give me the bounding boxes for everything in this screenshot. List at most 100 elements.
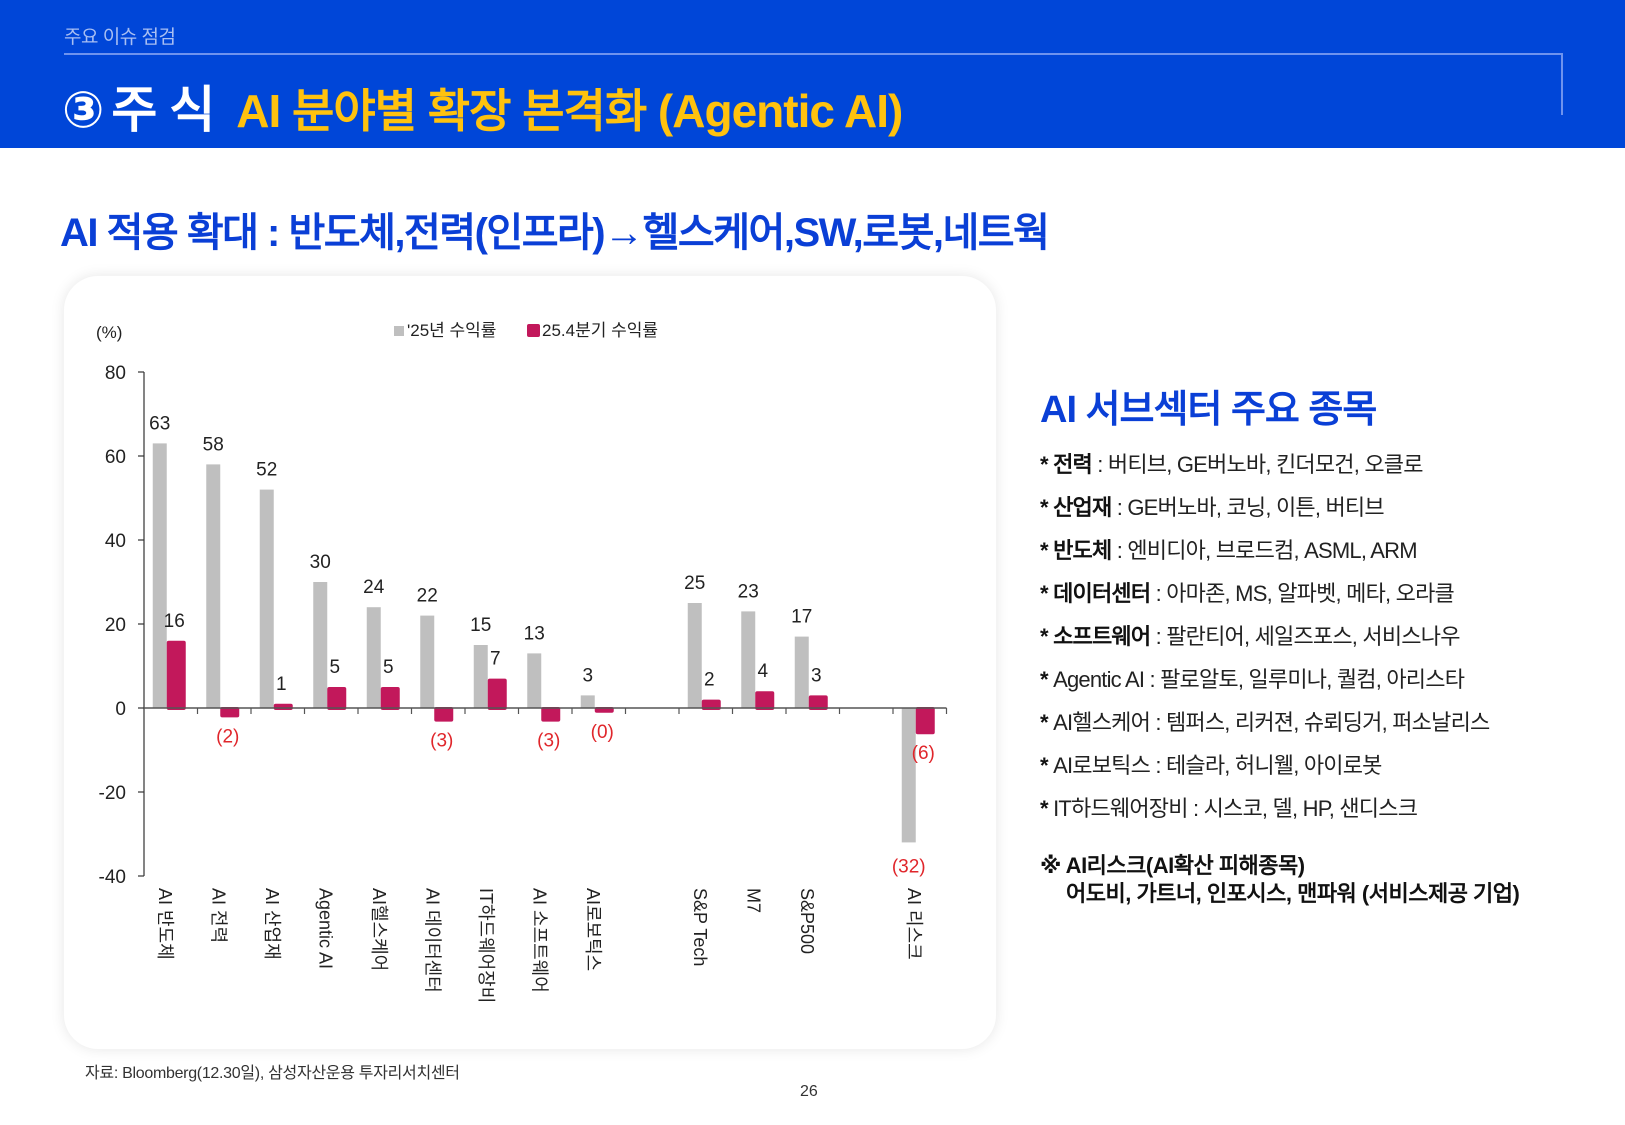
bar-2025-return — [580, 695, 595, 708]
bar-q4-return — [166, 640, 186, 710]
bullet-star: * — [1040, 624, 1054, 649]
data-label: (2) — [216, 726, 239, 747]
bullet-star: * — [1040, 538, 1054, 563]
risk-body: 어도비, 가트너, 인포시스, 맨파워 (서비스제공 기업) — [1066, 881, 1520, 906]
x-category-label: IT하드웨어장비 — [476, 888, 496, 1003]
data-label: 58 — [203, 434, 224, 455]
data-label: 4 — [757, 661, 768, 682]
data-label: 24 — [363, 577, 385, 598]
data-label: 22 — [417, 586, 438, 607]
data-label: (3) — [537, 731, 560, 752]
y-tick-label: 40 — [105, 531, 126, 552]
chart-card: (%) '25년 수익률 25.4분기 수익률 80 60 40 20 0 -20 -40 63 16… — [64, 276, 996, 1049]
y-tick-label: 20 — [105, 615, 126, 636]
data-label: (3) — [430, 731, 453, 752]
x-category-label: AI 반도체 — [155, 888, 175, 960]
x-category-label: AI 산업재 — [262, 888, 282, 960]
title-subtitle: AI 분야별 확장 본격화 (Agentic AI) — [236, 85, 903, 137]
subsector-panel: AI 서브섹터 주요 종목 * 전력 : 버티브, GE버노바, 킨더모건, 오… — [1040, 378, 1625, 908]
subsector-label: 반도체 — [1053, 538, 1112, 563]
bar-2025-return — [206, 464, 221, 708]
subsector-list: * 전력 : 버티브, GE버노바, 킨더모건, 오클로 * 산업재 : GE버노… — [1040, 443, 1625, 830]
x-category-label: AI 데이터센터 — [422, 888, 442, 993]
data-label: 2 — [704, 670, 715, 691]
bullet-star: * — [1040, 581, 1054, 606]
subsector-stocks: GE버노바, 코닝, 이튼, 버티브 — [1127, 495, 1384, 520]
subsector-label: 산업재 — [1053, 495, 1112, 520]
bullet-star: * — [1040, 796, 1054, 821]
subsector-stocks: 템퍼스, 리커젼, 슈뢰딩거, 퍼소날리스 — [1165, 710, 1490, 735]
x-category-label: S&P Tech — [690, 888, 710, 966]
data-label: 16 — [164, 611, 185, 632]
data-label: (32) — [892, 856, 926, 877]
x-category-label: S&P500 — [797, 888, 817, 954]
subsector-item: * Agentic AI : 팔로알토, 일루미나, 퀄컴, 아리스타 — [1040, 658, 1625, 701]
subsector-stocks: 아마존, MS, 알파벳, 메타, 오라클 — [1166, 581, 1455, 606]
subsector-stocks: 엔비디아, 브로드컴, ASML, ARM — [1127, 538, 1417, 563]
subsector-stocks: 팔란티어, 세일즈포스, 서비스나우 — [1166, 624, 1460, 649]
data-label: 5 — [329, 657, 340, 678]
separator: : — [1091, 452, 1108, 477]
bar-2025-return — [901, 708, 916, 843]
y-tick-label: 60 — [105, 447, 126, 468]
data-label: (0) — [591, 722, 614, 743]
subsector-item: * 소프트웨어 : 팔란티어, 세일즈포스, 서비스나우 — [1040, 615, 1625, 658]
separator: : — [1150, 753, 1166, 778]
bullet-star: * — [1040, 495, 1054, 520]
data-label: 30 — [310, 552, 331, 573]
bar-2025-return — [794, 636, 809, 708]
bullet-star: * — [1040, 452, 1054, 477]
legend-label: '25년 수익률 — [407, 321, 496, 340]
data-label: 15 — [470, 615, 491, 636]
subsector-item: * IT하드웨어장비 : 시스코, 델, HP, 샌디스크 — [1040, 787, 1625, 830]
subsector-label: Agentic AI — [1053, 667, 1145, 692]
x-category-label: AI헬스케어 — [369, 888, 389, 971]
bar-q4-return — [755, 691, 775, 710]
separator: : — [1111, 538, 1128, 563]
subsector-stocks: 팔로알토, 일루미나, 퀄컴, 아리스타 — [1160, 667, 1465, 692]
bar-2025-return — [259, 489, 274, 708]
bar-2025-return — [473, 645, 488, 708]
data-label: 25 — [684, 573, 705, 594]
subsector-label: AI헬스케어 — [1053, 710, 1151, 735]
y-axis-unit: (%) — [96, 323, 122, 342]
x-category-label: AI 리스크 — [904, 888, 924, 960]
subsector-item: * 전력 : 버티브, GE버노바, 킨더모건, 오클로 — [1040, 443, 1625, 486]
data-label: 5 — [383, 657, 394, 678]
subsector-stocks: 테슬라, 허니웰, 아이로봇 — [1165, 753, 1382, 778]
y-tick-label: 0 — [115, 699, 126, 720]
data-label: 7 — [490, 649, 501, 670]
bar-2025-return — [313, 582, 328, 708]
bar-q4-return — [380, 687, 400, 710]
separator: : — [1150, 581, 1167, 606]
risk-title: ※ AI리스크(AI확산 피해종목) — [1040, 853, 1305, 878]
separator: : — [1144, 667, 1161, 692]
bar-q4-return — [808, 695, 828, 710]
subsector-item: * 데이터센터 : 아마존, MS, 알파벳, 메타, 오라클 — [1040, 572, 1625, 615]
bar-q4-return — [487, 678, 507, 710]
subsector-label: 전력 — [1053, 452, 1093, 477]
bar-q4-return — [541, 707, 561, 722]
header-divider-corner — [1561, 53, 1563, 115]
data-label: 63 — [149, 413, 170, 434]
subsector-stocks: 시스코, 델, HP, 샌디스크 — [1203, 796, 1418, 821]
bar-2025-return — [420, 615, 435, 708]
bar-q4-return — [327, 687, 347, 710]
bullet-star: * — [1040, 667, 1054, 692]
separator: : — [1150, 624, 1167, 649]
section-label: 주요 이슈 점검 — [64, 27, 176, 48]
subsector-item: * AI헬스케어 : 템퍼스, 리커젼, 슈뢰딩거, 퍼소날리스 — [1040, 701, 1625, 744]
bullet-star: * — [1040, 710, 1054, 735]
source-note: 자료: Bloomberg(12.30일), 삼성자산운용 투자리서치센터 — [85, 1065, 460, 1082]
data-label: 13 — [524, 623, 545, 644]
subsector-item: * 산업재 : GE버노바, 코닝, 이튼, 버티브 — [1040, 486, 1625, 529]
y-tick-label: -20 — [99, 783, 126, 804]
bar-2025-return — [741, 611, 756, 708]
bar-q4-return — [434, 707, 454, 722]
bar-2025-return — [527, 653, 542, 708]
bar-2025-return — [152, 443, 167, 708]
bar-q4-return — [220, 707, 240, 718]
subsector-label: 데이터센터 — [1053, 581, 1151, 606]
risk-note: ※ AI리스크(AI확산 피해종목) 어도비, 가트너, 인포시스, 맨파워 (… — [1040, 852, 1625, 908]
